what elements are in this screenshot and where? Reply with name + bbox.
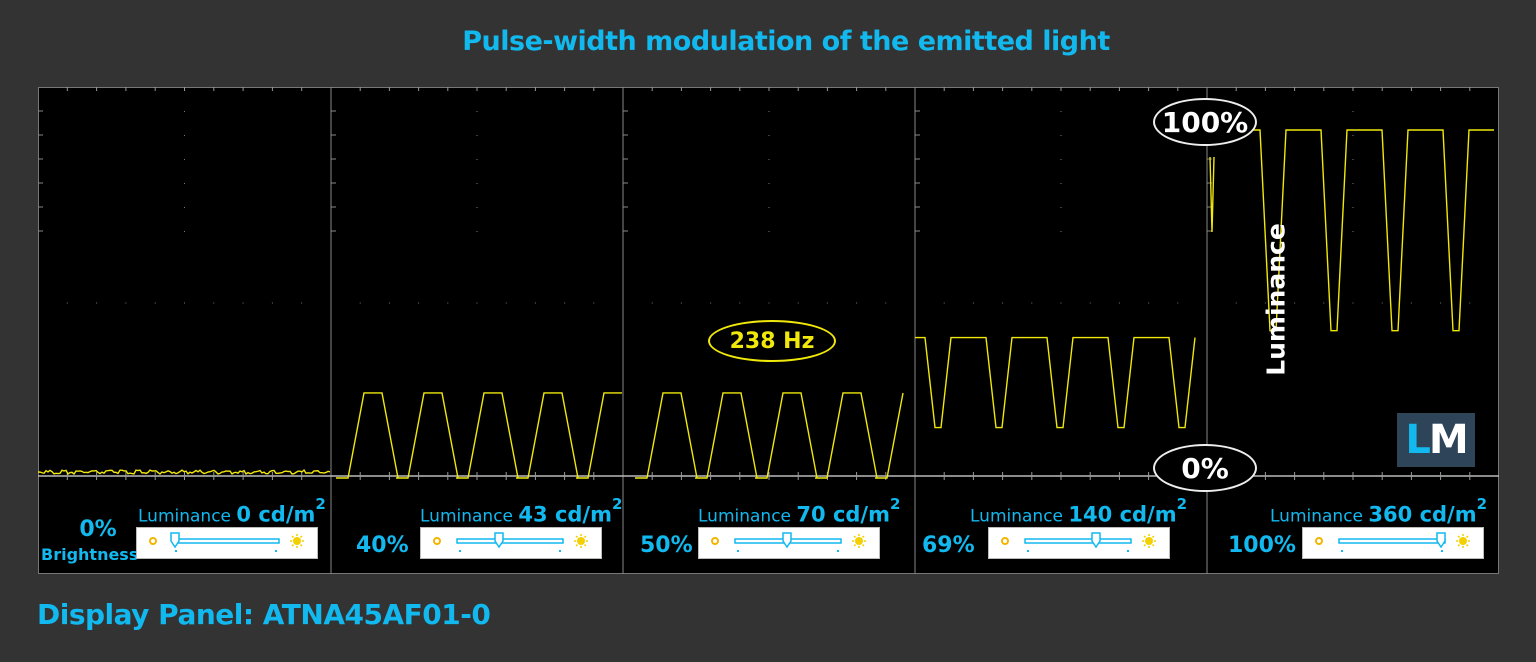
brightness-slider-4: [1302, 527, 1484, 559]
luminance-label-2: Luminance 70 cd/m2: [698, 495, 900, 527]
luminance-prefix: Luminance: [420, 506, 514, 527]
max-luminance-marker: 100%: [1153, 98, 1257, 146]
brightness-value-2: 50%: [640, 533, 693, 558]
unit-exponent: 2: [890, 495, 901, 513]
brightness-value-4: 100%: [1228, 533, 1296, 558]
brightness-slider-0: [136, 527, 318, 559]
brightness-caption: Brightness: [41, 545, 139, 564]
zero-luminance-marker: 0%: [1153, 444, 1257, 492]
luminance-value: 360 cd/m: [1368, 502, 1477, 527]
frequency-badge: 238 Hz: [708, 320, 836, 362]
display-panel-label: Display Panel: ATNA45AF01-0: [37, 598, 491, 631]
brightness-slider-2: [698, 527, 880, 559]
luminance-label-3: Luminance 140 cd/m2: [970, 495, 1187, 527]
unit-exponent: 2: [1176, 495, 1188, 513]
luminance-prefix: Luminance: [1270, 506, 1364, 527]
luminance-value: 0 cd/m: [236, 502, 316, 527]
brightness-slider-3: [988, 527, 1170, 559]
luminance-prefix: Luminance: [698, 506, 792, 527]
y-axis-label: Luminance: [1261, 223, 1291, 376]
brightness-value-3: 69%: [922, 533, 975, 558]
luminance-value: 70 cd/m: [796, 502, 890, 527]
luminance-label-1: Luminance 43 cd/m2: [420, 495, 622, 527]
chart-title: Pulse-width modulation of the emitted li…: [462, 26, 1110, 57]
luminance-prefix: Luminance: [970, 506, 1064, 527]
unit-exponent: 2: [612, 495, 623, 513]
logo-letter-m: M: [1428, 417, 1469, 463]
luminance-label-0: Luminance 0 cd/m2: [138, 495, 326, 527]
luminance-label-4: Luminance 360 cd/m2: [1270, 495, 1487, 527]
brightness-value-1: 40%: [356, 533, 409, 558]
brightness-slider-1: [420, 527, 602, 559]
brightness-value-0: 0%: [79, 517, 117, 542]
logo-letter-l: L: [1405, 417, 1430, 463]
luminance-value: 140 cd/m: [1068, 502, 1177, 527]
unit-exponent: 2: [315, 495, 326, 513]
luminance-prefix: Luminance: [138, 506, 232, 527]
luminance-value: 43 cd/m: [518, 502, 612, 527]
unit-exponent: 2: [1476, 495, 1488, 513]
waveform-chart: [38, 87, 1499, 574]
